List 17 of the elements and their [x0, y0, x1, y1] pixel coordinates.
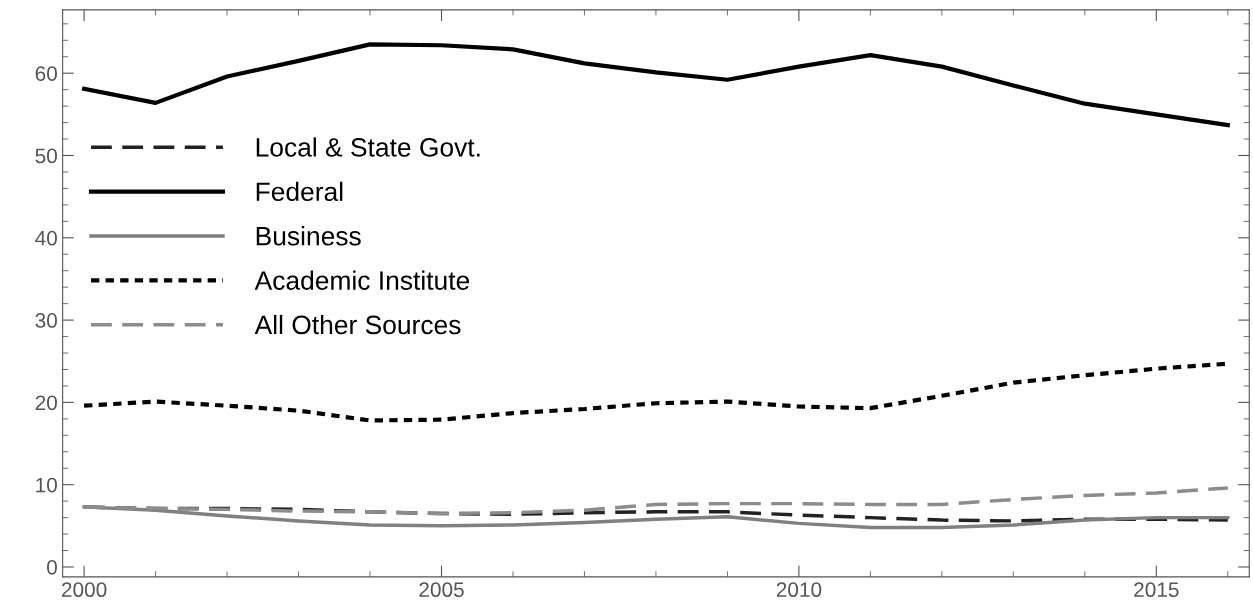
y-tick-label: 10 [36, 477, 57, 493]
legend-label: Academic Institute [254, 270, 470, 290]
y-tick-label: 40 [35, 230, 57, 246]
line-series [82, 42, 1230, 128]
x-tick-label: 2015 [1134, 582, 1179, 598]
legend-label: Business [256, 226, 361, 246]
legend-label: All Other Sources [254, 314, 461, 335]
y-tick-label: 0 [47, 560, 57, 575]
legend-label: Local & State Govt. [256, 137, 480, 157]
legend-label: Federal [256, 181, 343, 202]
x-tick-label: 2005 [419, 582, 464, 598]
y-tick-label: 30 [35, 313, 57, 328]
x-tick-label: 2000 [61, 582, 107, 598]
y-tick-label: 20 [35, 395, 57, 411]
y-tick-label: 60 [35, 66, 57, 81]
x-tick-label: 2010 [776, 582, 822, 598]
y-tick-label: 50 [35, 148, 57, 164]
